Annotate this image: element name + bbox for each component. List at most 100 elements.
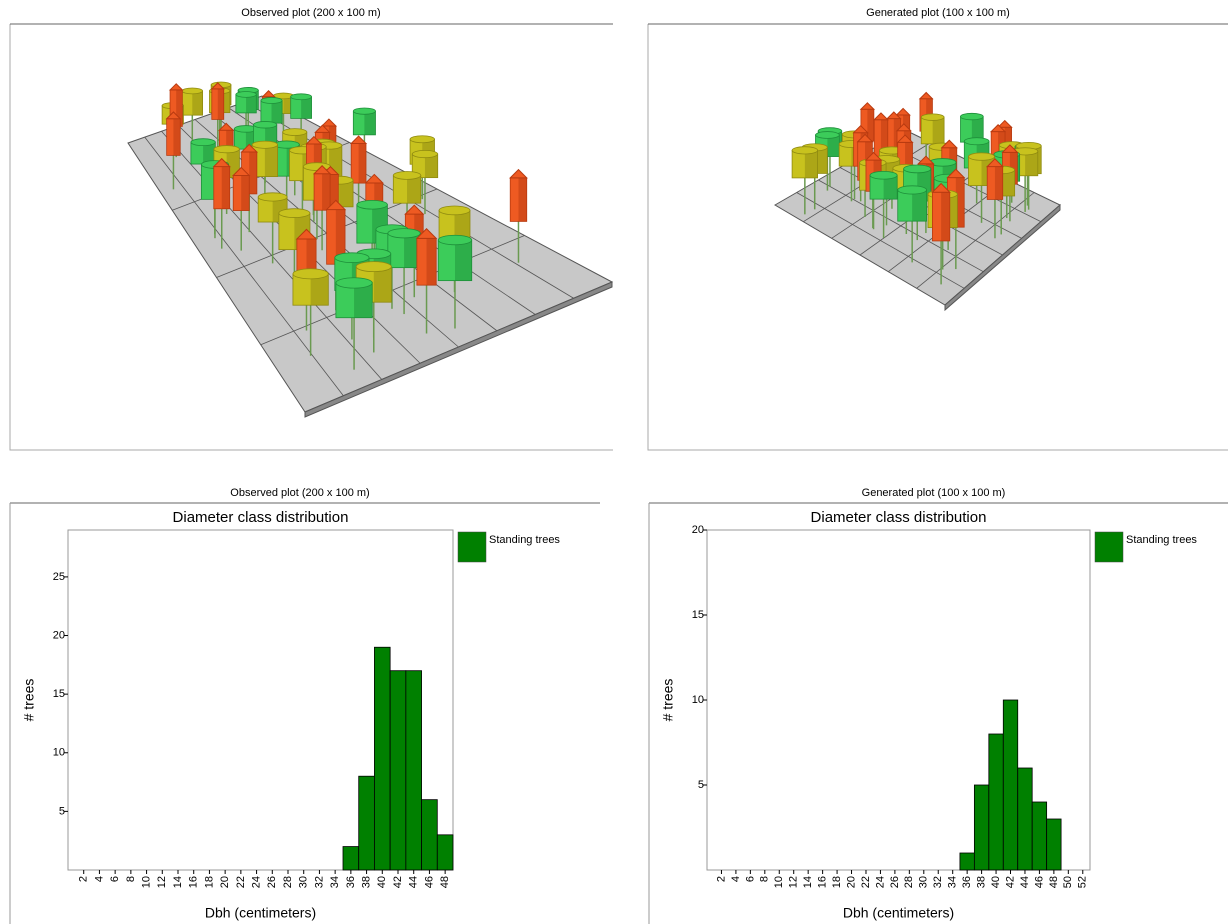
x-tick-label: 20 (219, 876, 231, 888)
histogram-panel: Generated plot (100 x 100 m) Diameter cla… (649, 487, 1228, 924)
bar (422, 800, 438, 870)
chart-title: Diameter class distribution (173, 509, 349, 526)
x-tick-label: 28 (282, 876, 294, 888)
x-tick-label: 26 (889, 876, 901, 888)
tree-tip (861, 103, 874, 109)
plot-scene (128, 82, 612, 417)
tree-crown-shade (364, 111, 375, 135)
tree-top (393, 171, 420, 179)
bar (989, 734, 1003, 870)
tree-crown-shade (995, 167, 1003, 200)
bar (1032, 802, 1046, 870)
x-tick-label: 22 (235, 876, 247, 888)
y-tick-label: 15 (692, 609, 704, 621)
tree-top (410, 136, 434, 143)
tree-top (964, 138, 989, 145)
x-tick-label: 16 (188, 876, 200, 888)
x-tick-label: 30 (298, 876, 310, 888)
tree-crown-shade (359, 143, 366, 183)
chart-title: Diameter class distribution (811, 509, 987, 526)
scene-title: Generated plot (100 x 100 m) (866, 7, 1010, 19)
plot-scene (775, 92, 1060, 310)
x-tick-label: 20 (845, 876, 857, 888)
charts: Observed plot (200 x 100 m) Diameter clas… (10, 487, 1228, 924)
y-tick-label: 20 (692, 524, 704, 536)
tree-top (182, 88, 203, 94)
tree-crown-shade (218, 89, 224, 120)
x-tick-label: 4 (730, 876, 742, 882)
legend-label: Standing trees (489, 534, 560, 546)
tree-top (904, 165, 931, 173)
x-tick-label: 14 (172, 876, 184, 888)
y-tick-label: 5 (698, 779, 704, 791)
tree-crown-shade (192, 91, 202, 115)
bar (1047, 819, 1061, 870)
tree-crown-shade (241, 175, 249, 210)
tree-crown-shade (427, 238, 437, 285)
screen: Observed plot (200 x 100 m) Generated pl… (0, 0, 1228, 924)
x-tick-label: 30 (918, 876, 930, 888)
scene-title: Observed plot (200 x 100 m) (241, 7, 380, 19)
tree-top (279, 209, 310, 218)
bar (1018, 768, 1032, 870)
tree-top (870, 171, 897, 179)
x-tick-label: 34 (947, 876, 959, 888)
tree-tip (920, 92, 932, 98)
x-tick-label: 8 (125, 876, 137, 882)
tree-top (898, 186, 927, 194)
tree-top (236, 92, 256, 98)
scenes (128, 82, 1060, 417)
bar (1003, 700, 1017, 870)
x-tick-label: 52 (1077, 876, 1089, 888)
x-tick-label: 32 (932, 876, 944, 888)
x-tick-label: 40 (376, 876, 388, 888)
tree-top (303, 163, 330, 171)
panel-header: Generated plot (100 x 100 m) (862, 487, 1006, 499)
legend-swatch (1095, 532, 1123, 562)
tree-top (356, 262, 391, 272)
y-tick-label: 15 (53, 688, 65, 700)
x-tick-label: 2 (78, 876, 90, 882)
x-tick-label: 28 (903, 876, 915, 888)
legend-label: Standing trees (1126, 534, 1197, 546)
tree-top (388, 229, 420, 238)
x-tick-label: 38 (976, 876, 988, 888)
legend-swatch (458, 532, 486, 562)
tree-top (438, 235, 471, 245)
tree-top (336, 278, 372, 288)
tree-top (792, 147, 818, 154)
x-tick-label: 22 (860, 876, 872, 888)
tree-top (293, 269, 328, 279)
x-tick-label: 18 (831, 876, 843, 888)
x-tick-label: 32 (313, 876, 325, 888)
tree-crown-shade (249, 152, 257, 194)
tree-tip (262, 91, 274, 97)
x-tick-label: 6 (109, 876, 121, 882)
y-tick-label: 10 (692, 694, 704, 706)
tree-top (357, 200, 388, 209)
x-tick-label: 12 (788, 876, 800, 888)
x-tick-label: 40 (990, 876, 1002, 888)
bar (406, 671, 422, 870)
tree-crown-shade (265, 145, 278, 177)
x-tick-label: 24 (874, 876, 886, 888)
tree-top (816, 132, 840, 139)
tree-tip (874, 113, 888, 120)
x-tick-label: 48 (1048, 876, 1060, 888)
x-axis-label: Dbh (centimeters) (843, 905, 954, 921)
tree-crown-shade (322, 174, 330, 211)
x-tick-label: 12 (156, 876, 168, 888)
x-tick-label: 36 (345, 876, 357, 888)
x-tick-label: 4 (93, 876, 105, 882)
tree-top (283, 129, 307, 136)
tree-top (191, 139, 215, 146)
x-tick-label: 24 (250, 876, 262, 888)
tree-crown-shade (912, 190, 926, 221)
bar (374, 647, 390, 870)
y-tick-label: 20 (53, 629, 65, 641)
tree-top (252, 141, 277, 148)
panel-header: Observed plot (200 x 100 m) (230, 487, 369, 499)
tree-crown-shade (455, 240, 472, 281)
tree-crown-shade (805, 150, 818, 178)
tree-crown-shade (933, 117, 944, 144)
